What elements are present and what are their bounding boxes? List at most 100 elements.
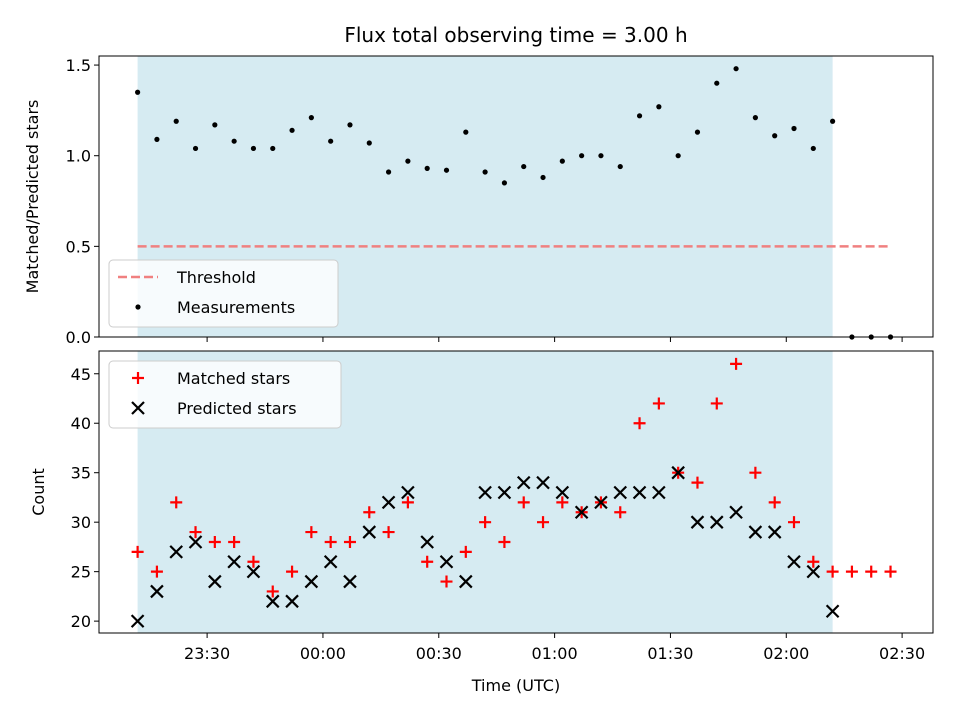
data-point	[788, 516, 800, 529]
data-point	[246, 564, 261, 579]
y-tick-label: 45	[71, 365, 91, 384]
data-point	[343, 574, 357, 589]
data-point	[714, 80, 720, 86]
data-point	[636, 113, 643, 119]
data-point	[826, 565, 839, 578]
y-axis-label: Matched/Predicted stars	[23, 100, 42, 294]
data-point	[130, 614, 145, 628]
data-point	[807, 555, 820, 568]
data-point	[440, 575, 453, 588]
data-point	[208, 574, 222, 589]
data-point	[169, 545, 183, 559]
data-point	[691, 476, 704, 489]
y-tick-label: 0.5	[66, 237, 91, 256]
data-point	[537, 516, 550, 529]
data-point	[675, 153, 681, 159]
data-point	[250, 145, 257, 152]
data-point	[614, 506, 627, 519]
data-point	[247, 555, 260, 568]
data-point	[733, 66, 739, 72]
data-point	[323, 554, 338, 569]
y-tick-label: 25	[71, 563, 91, 582]
data-point	[633, 417, 646, 430]
data-point	[270, 145, 276, 152]
data-point	[343, 535, 356, 548]
series-matched-stars	[131, 357, 897, 598]
data-point	[173, 118, 179, 124]
data-point	[559, 158, 565, 164]
data-point	[382, 526, 395, 539]
data-point	[154, 136, 160, 142]
data-point	[131, 545, 144, 558]
data-point	[479, 516, 492, 529]
data-point	[810, 145, 816, 152]
data-point	[305, 526, 318, 539]
data-point	[729, 505, 743, 520]
y-tick-label: 40	[71, 414, 91, 433]
data-point	[328, 138, 334, 144]
y-tick-label: 1.5	[66, 56, 91, 75]
series-predicted-stars	[130, 465, 840, 628]
data-point	[265, 594, 280, 609]
data-point	[439, 554, 454, 569]
data-point	[556, 496, 569, 509]
data-point	[135, 89, 141, 95]
axes-frame	[98, 55, 934, 338]
y-tick-label: 0.0	[66, 328, 91, 347]
data-point	[652, 397, 665, 410]
data-point	[555, 485, 570, 500]
legend-label: Matched stars	[177, 369, 290, 388]
data-point	[192, 145, 199, 152]
data-point	[498, 535, 511, 548]
data-point	[752, 115, 758, 121]
data-point	[424, 165, 430, 171]
data-point	[656, 104, 662, 110]
data-point	[694, 129, 701, 135]
chart-title: Flux total observing time = 3.00 h	[344, 23, 687, 47]
data-point	[710, 515, 724, 529]
data-point	[749, 466, 762, 479]
data-point	[478, 485, 492, 500]
x-tick-label: 00:00	[300, 644, 346, 663]
data-point	[748, 525, 763, 539]
axes-frame	[98, 350, 934, 634]
data-point	[285, 594, 299, 609]
data-point	[806, 564, 821, 579]
y-axis-label: Count	[29, 468, 48, 516]
data-point	[497, 485, 512, 500]
data-point	[385, 169, 392, 175]
data-point	[768, 496, 781, 509]
data-point	[188, 535, 203, 549]
data-point	[825, 604, 840, 619]
data-point	[574, 505, 589, 520]
data-point	[791, 125, 797, 132]
x-tick-label: 02:00	[763, 644, 809, 663]
y-tick-label: 20	[71, 612, 91, 631]
data-point	[501, 180, 508, 186]
legend-label: Threshold	[176, 268, 256, 287]
data-point	[366, 140, 372, 146]
x-axis-label: Time (UTC)	[471, 676, 560, 695]
data-point	[189, 526, 202, 539]
data-point	[787, 554, 801, 569]
y-tick-label: 1.0	[66, 147, 91, 166]
data-point	[347, 122, 353, 128]
data-point	[286, 565, 299, 578]
y-tick-label: 35	[71, 464, 91, 483]
data-point	[730, 357, 743, 370]
data-point	[208, 535, 221, 548]
data-point	[324, 535, 337, 548]
data-point	[671, 465, 685, 480]
data-point	[536, 475, 550, 490]
legend-box	[108, 360, 342, 429]
data-point	[772, 133, 778, 139]
data-point	[482, 169, 488, 175]
data-point	[617, 163, 623, 170]
data-point	[420, 535, 434, 549]
x-tick-label: 01:30	[647, 644, 693, 663]
data-point	[150, 584, 164, 599]
data-point	[459, 545, 472, 558]
data-point	[443, 167, 450, 173]
data-point	[401, 496, 414, 509]
data-point	[304, 574, 319, 589]
